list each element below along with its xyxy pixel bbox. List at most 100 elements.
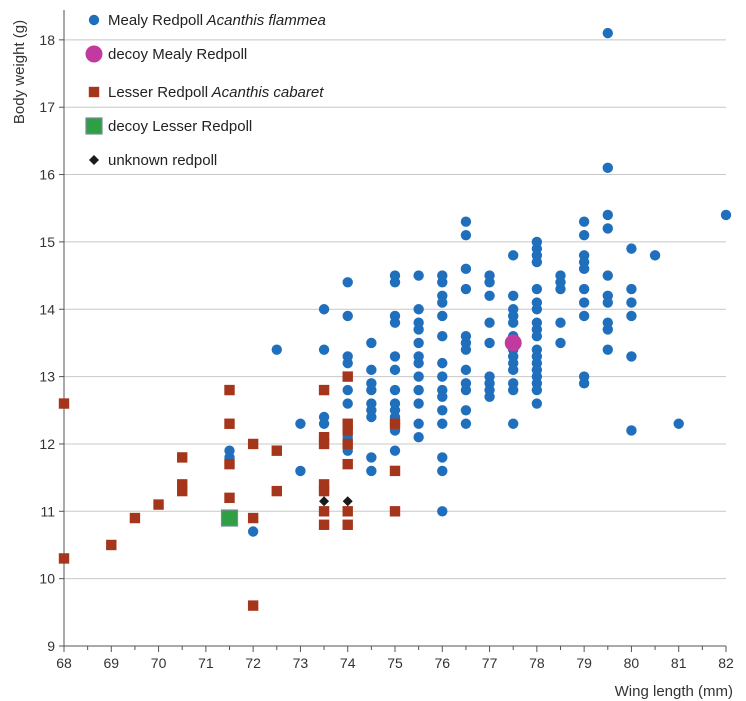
x-tick-label: 82 [718,655,734,671]
mealy-point [437,357,448,369]
x-tick-label: 81 [671,655,687,671]
mealy-point [413,384,424,396]
lesser-point [318,506,330,517]
mealy-legend-marker [88,14,100,26]
mealy-point [366,411,377,423]
lesser-legend-label: Lesser Redpoll Acanthis cabaret [108,84,324,101]
mealy-point [578,378,590,389]
x-tick-label: 74 [340,655,356,671]
lesser-point [58,553,70,564]
y-tick-label: 12 [39,436,55,452]
lesser-point [106,539,117,551]
mealy-legend-label: Mealy Redpoll Acanthis flammea [108,12,326,29]
mealy-point [626,297,637,308]
mealy-point [342,398,353,409]
mealy-point [413,418,424,429]
lesser-point [271,485,282,497]
unknown-point [319,496,330,507]
mealy-point [508,364,519,376]
lesser-point [153,499,164,510]
mealy-point [508,250,519,261]
lesser-point [318,432,330,443]
mealy-point [460,418,472,429]
mealy-point [366,465,377,477]
mealy-point [389,445,401,456]
mealy-point [602,270,613,281]
mealy-point [460,216,472,227]
lesser-point [58,398,70,409]
mealy-point [555,337,566,349]
mealy-point [531,384,543,396]
x-tick-label: 78 [529,655,545,671]
mealy-point [318,418,330,429]
mealy-point [578,310,590,322]
y-tick-label: 18 [39,32,55,48]
y-tick-label: 11 [40,503,55,519]
mealy-decoy-point [504,334,522,352]
mealy-point [484,337,495,349]
mealy-point [413,337,424,349]
mealy-point [437,330,448,342]
unknown-legend-marker [89,155,99,165]
data-points [58,27,732,611]
mealy-point [626,351,637,362]
lesser-point [318,438,330,450]
x-axis-ticks: 68 69 70 71 72 73 74 75 76 77 78 79 80 81 82 [56,646,734,671]
lesser-point [177,479,188,490]
mealy-point [602,344,613,355]
mealy-point [318,344,330,355]
mealy-point [460,405,472,416]
x-tick-label: 72 [245,655,261,671]
x-tick-label: 70 [151,655,167,671]
lesser-point [342,519,353,530]
mealy-point [602,324,613,335]
mealy-point [366,452,377,463]
mealy-point [460,229,472,241]
lesser-point [247,600,259,611]
mealy-point [295,465,306,477]
mealy-point [531,283,543,295]
mealy-point [626,243,637,254]
mealy-point [437,277,448,288]
x-tick-label: 75 [387,655,403,671]
mealy-decoy-legend-label: decoy Mealy Redpoll [108,46,247,63]
mealy-point [460,384,472,396]
lesser-point [389,465,401,477]
mealy-point [342,357,353,369]
y-axis-title: Body weight (g) [11,20,28,124]
lesser-point [224,418,235,429]
x-tick-label: 68 [56,655,72,671]
mealy-point [437,297,448,308]
mealy-point [484,391,495,403]
mealy-point [531,330,543,342]
mealy-point [649,250,661,261]
gridlines [64,39,726,580]
mealy-point [437,391,448,403]
mealy-point [508,290,519,301]
mealy-point [578,229,590,241]
mealy-point [366,384,377,396]
lesser-point [342,438,353,450]
mealy-point [460,364,472,376]
mealy-point [437,452,448,463]
y-tick-label: 13 [39,369,55,385]
y-axis-ticks: 9 10 11 12 13 14 15 16 17 18 [39,32,64,654]
mealy-point [437,310,448,322]
y-tick-label: 9 [47,638,55,654]
lesser-point [247,438,259,450]
mealy-point [413,304,424,315]
lesser-point [224,458,235,470]
mealy-point [366,337,377,349]
mealy-point [413,270,424,281]
mealy-point [366,364,377,376]
lesser-point [318,519,330,530]
mealy-point [318,304,330,315]
lesser-point [247,512,259,524]
unknown-legend-label: unknown redpoll [108,152,217,169]
mealy-point [413,398,424,409]
mealy-point [342,310,353,322]
mealy-point [578,297,590,308]
mealy-point [626,283,637,295]
mealy-point [413,324,424,335]
